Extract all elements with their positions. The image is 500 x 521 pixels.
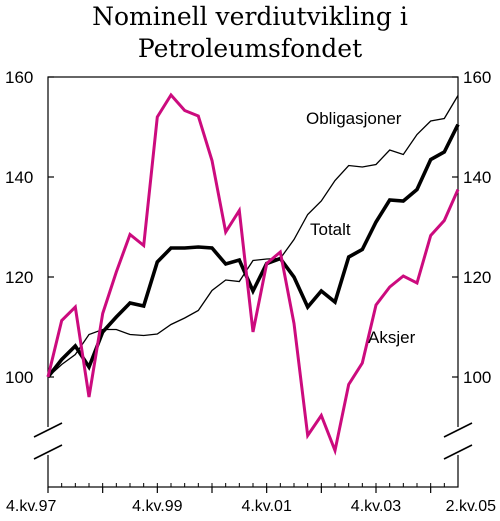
axis-break-mark xyxy=(33,422,63,438)
series-label: Aksjer xyxy=(368,328,416,347)
x-tick-label: 4.kv.03 xyxy=(351,498,402,515)
y-tick-label-left: 160 xyxy=(5,68,33,87)
x-tick-label: 4.kv.01 xyxy=(241,498,292,515)
x-tick-label: 4.kv.99 xyxy=(132,498,183,515)
series-line-totalt xyxy=(46,123,460,379)
axis-break-mark xyxy=(443,422,473,438)
y-tick-label-left: 140 xyxy=(5,168,33,187)
x-tick-label: 2.kv.05 xyxy=(446,498,497,515)
x-tick-label: 4.kv.97 xyxy=(6,498,57,515)
y-tick-label-right: 100 xyxy=(463,368,491,387)
series-line-obligasjoner xyxy=(47,95,459,378)
y-tick-label-right: 160 xyxy=(463,68,491,87)
y-tick-label-left: 120 xyxy=(5,268,33,287)
y-tick-label-right: 120 xyxy=(463,268,491,287)
axis-break-mark xyxy=(33,444,63,460)
series-label: Obligasjoner xyxy=(306,109,402,128)
chart-title-line-1: Nominell verdiutvikling i xyxy=(92,2,408,31)
series-label: Totalt xyxy=(310,220,351,239)
chart-title-line-2: Petroleumsfondet xyxy=(137,34,363,63)
y-tick-label-right: 140 xyxy=(463,168,491,187)
axis-break-mark xyxy=(443,444,473,460)
axis-break-mask xyxy=(34,427,62,455)
y-tick-label-left: 100 xyxy=(5,368,33,387)
axis-break-mask xyxy=(444,427,472,455)
series-line-aksjer xyxy=(46,92,460,456)
